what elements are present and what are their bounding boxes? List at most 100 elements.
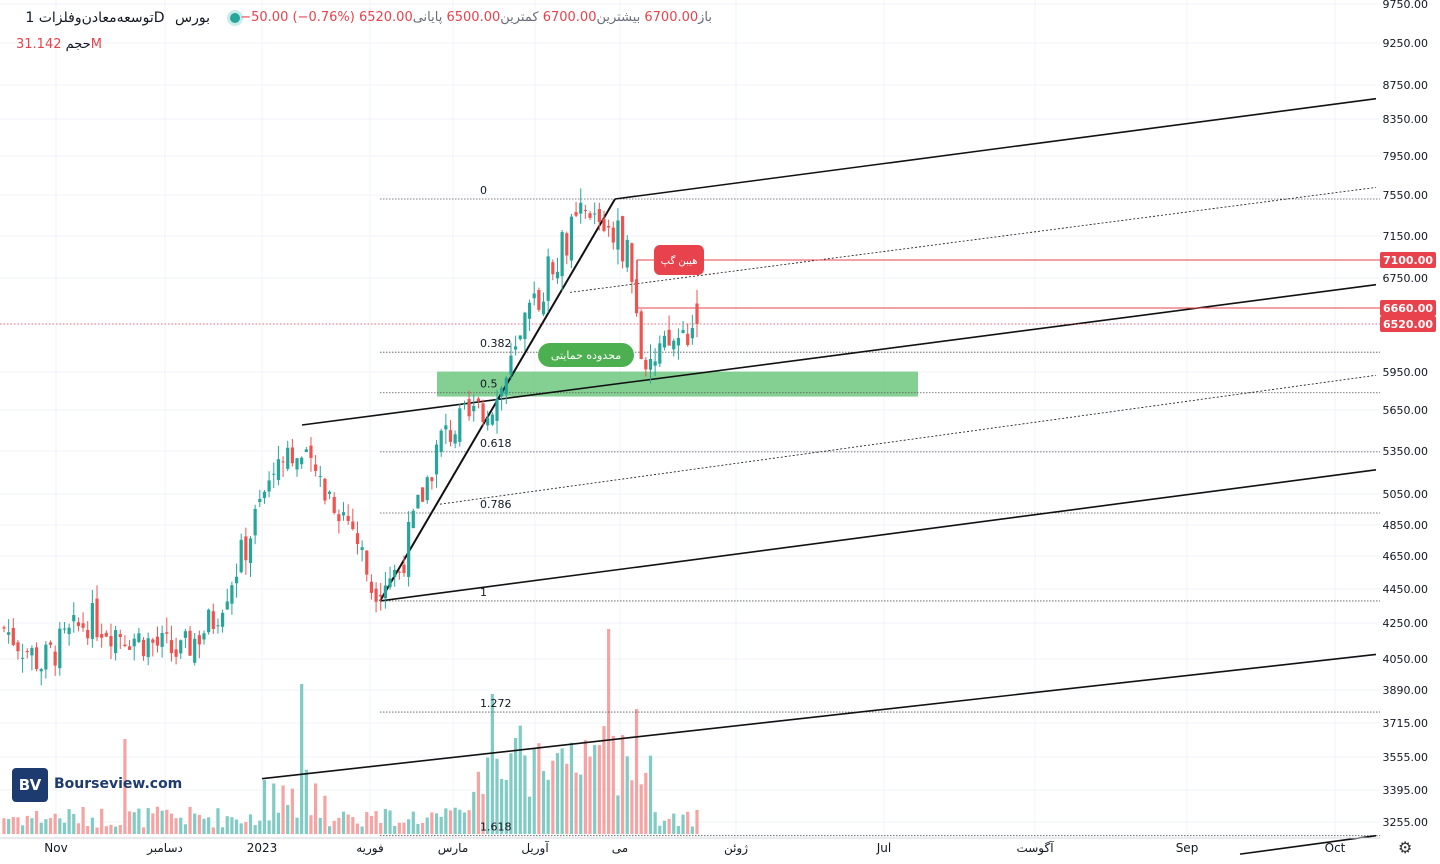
fib-level-label: 0: [480, 184, 487, 197]
volume-bar: [523, 755, 527, 834]
y-tick-label: 3395.00: [1383, 784, 1429, 797]
y-tick-label: 8350.00: [1383, 113, 1429, 126]
volume-bar: [58, 818, 62, 834]
volume-bar: [7, 818, 11, 834]
candle-body: [569, 216, 574, 261]
candle-body: [327, 491, 332, 494]
pitchfork-inner-upper: [569, 186, 1377, 293]
volume-bar: [44, 819, 48, 834]
candle-body: [341, 512, 346, 516]
volume-bar: [360, 826, 364, 834]
volume-bar: [551, 760, 555, 834]
candle-body: [58, 628, 62, 669]
volume-bar: [630, 780, 634, 834]
volume-bar: [179, 817, 183, 834]
candle-body: [588, 213, 592, 218]
trend-drawings: 0 0.382 0.5 0.618 0.786 1 1.272 1.618 محدوده حما…: [0, 97, 1380, 855]
candle-body: [169, 640, 174, 654]
change-value: −50.00 (−0.76%): [240, 10, 355, 25]
candle-body: [346, 515, 350, 521]
volume-bar: [183, 824, 187, 834]
candle-body: [551, 262, 555, 275]
volume-bar: [207, 817, 211, 834]
price-axis: 9750.00 9250.00 8750.00 8350.00 7950.00 7550.…: [1380, 0, 1436, 829]
candle-body: [48, 642, 53, 645]
x-tick-label: می: [612, 841, 628, 855]
volume-bar: [537, 743, 541, 834]
open-label: باز: [698, 10, 712, 25]
volume-bar: [560, 748, 564, 834]
volume-bar: [634, 709, 639, 834]
candle-body: [565, 233, 569, 256]
volume-bar: [569, 742, 574, 834]
candle-body: [518, 335, 522, 340]
gear-icon[interactable]: ⚙: [1398, 838, 1413, 857]
volume-bar: [416, 823, 420, 834]
candle-body: [118, 634, 122, 638]
candle-body: [690, 327, 694, 339]
candle-body: [211, 611, 215, 629]
volume-bar: [132, 812, 136, 834]
volume-bar: [67, 809, 71, 834]
fib-level-label: 1.272: [480, 697, 512, 710]
candle-body: [355, 533, 360, 544]
volume-bar: [137, 808, 141, 834]
price-marker: 6660.00: [1380, 300, 1436, 317]
volume-bar: [314, 783, 318, 834]
candle-body: [127, 646, 132, 650]
y-tick-label: 3890.00: [1383, 684, 1429, 697]
volume-bar: [574, 772, 578, 834]
volume-bar: [532, 748, 536, 834]
symbol-title[interactable]: توسعه‌معادن‌وفلزات 1D بورس: [19, 10, 210, 26]
volume-bar: [439, 816, 443, 834]
candle-body: [397, 571, 401, 573]
volume-bar: [267, 820, 271, 834]
fib-level-label: 0.382: [480, 337, 512, 350]
candle-body: [365, 550, 369, 575]
volume-bar: [420, 823, 425, 834]
volume-bar: [337, 817, 341, 834]
candle-body: [476, 398, 481, 402]
volume-bar: [579, 774, 583, 834]
low-label: کمترین: [500, 10, 539, 25]
volume-bar: [565, 763, 569, 834]
volume-bar: [197, 814, 201, 834]
volume-bar: [225, 816, 229, 834]
volume-bar: [653, 812, 657, 834]
volume-bar: [681, 814, 685, 834]
volume-bar: [341, 811, 346, 834]
candle-body: [583, 209, 587, 211]
candle-body: [514, 346, 518, 350]
y-tick-label: 9750.00: [1383, 0, 1429, 11]
candle-body: [672, 340, 676, 350]
volume-bar: [202, 818, 206, 834]
volume-bar: [620, 735, 625, 834]
volume-bar: [25, 815, 29, 834]
candle-body: [611, 227, 615, 243]
symbol-name: توسعه‌معادن‌وفلزات: [38, 10, 154, 26]
volume-value: 31.142M: [16, 37, 102, 52]
y-tick-label: 5350.00: [1383, 445, 1429, 458]
volume-bar: [239, 823, 243, 834]
price-marker: 7100.00: [1380, 251, 1436, 268]
candle-body: [420, 487, 425, 502]
y-tick-label: 3255.00: [1383, 816, 1429, 829]
volume-bar: [165, 809, 169, 834]
candle-body: [667, 329, 671, 346]
volume-bar: [327, 826, 332, 834]
candle-body: [179, 640, 183, 654]
candle-body: [681, 330, 685, 334]
x-tick-label: آوریل: [521, 840, 549, 856]
candle-body: [95, 598, 99, 638]
ohlc-readout: باز6700.00 بیشترین6700.00 کمترین6500.00 …: [240, 10, 712, 25]
volume-bar: [86, 826, 90, 834]
candle-body: [500, 387, 504, 397]
candle-body: [318, 476, 322, 478]
candle-body: [262, 491, 267, 498]
volume-bar: [625, 756, 629, 834]
volume-bar: [118, 824, 122, 834]
volume-bar: [588, 756, 592, 834]
volume-bar: [286, 805, 290, 834]
volume-bar: [583, 740, 587, 834]
